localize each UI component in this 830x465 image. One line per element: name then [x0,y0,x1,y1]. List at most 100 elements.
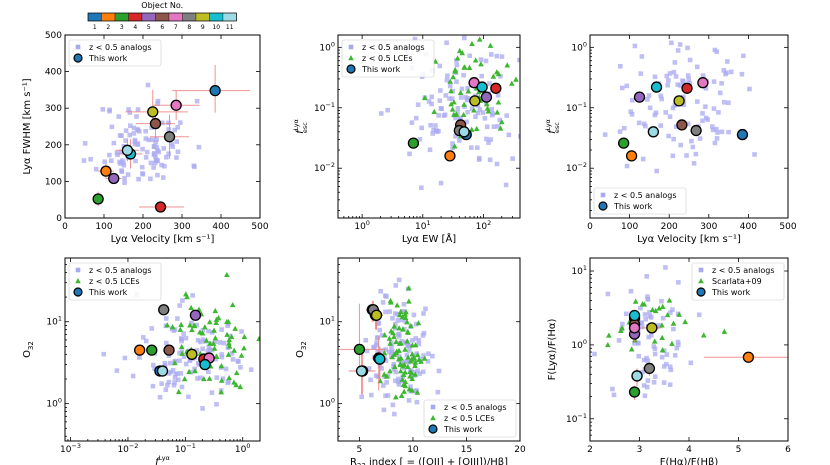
object-colorbar: Object No. 1 2 3 4 5 6 7 8 9 10 11 [87,1,237,31]
analog-point [178,336,184,341]
analog-point [214,402,219,407]
analog-point [619,85,625,91]
lce-point [405,328,411,334]
analog-point [177,358,182,364]
colorbar-swatch-11 [222,12,237,22]
analog-point [109,124,115,130]
object-5-point [633,91,646,103]
legend: z < 0.5 analogs Scarlata+09 This work [691,262,785,301]
lce-point [396,311,403,318]
analog-point [482,116,488,121]
lce-point [387,340,393,346]
analog-point [660,315,666,321]
legend-marker-lce [430,415,436,421]
analog-point [685,73,691,78]
lce-point [233,382,239,388]
analog-point [667,382,673,388]
analog-point [115,152,120,158]
analog-point [371,345,376,350]
analog-point [664,73,670,79]
analog-point [220,376,226,381]
analog-point [403,319,409,324]
analog-point [153,154,158,160]
object-6-point [676,119,688,131]
x-axis-label: Lyα EW [Å] [402,232,456,245]
plot-area [81,65,251,213]
y-axis-label: fLyαesc [544,119,561,134]
analog-point [703,86,709,91]
analog-point [641,357,647,363]
analog-point [661,380,667,385]
analog-point [183,335,189,341]
analog-point [649,332,654,338]
analog-point [669,40,674,46]
legend-marker-analogs [348,44,354,50]
lce-point [459,50,466,56]
analog-point [385,393,391,398]
analog-point [385,107,390,113]
analog-point [725,59,730,64]
legend-marker-this-work [73,53,83,63]
y-axis-label: Lyα FWHM [km s⁻¹] [22,78,33,174]
analog-point [610,386,615,392]
analog-point [618,63,623,69]
analog-point [644,355,649,361]
analog-point [678,142,684,148]
analog-point [675,48,681,53]
analog-point [489,112,495,118]
analog-point [143,136,149,141]
analog-point [160,175,166,180]
analog-point [143,155,149,160]
analog-point [175,149,181,155]
lce-point [175,388,182,395]
y-axis-label: F(Lyα)/F(Hα) [547,319,558,381]
analog-point [381,383,386,388]
y-tick-label: 100 [319,40,335,53]
analog-point [592,351,597,357]
lce-point [226,340,232,346]
analog-point [378,288,384,294]
analog-point [81,158,87,163]
lce-point [213,316,220,322]
analog-point [678,83,683,88]
analog-point [170,368,176,373]
analog-point [417,371,422,376]
colorbar-label: 4 [133,24,137,31]
legend-entry: z < 0.5 LCEs [362,54,413,63]
analog-point [668,310,673,315]
lce-point [682,318,688,325]
analog-point [148,176,153,182]
lce-point [659,334,665,340]
analog-point [219,352,224,357]
legend-entry: z < 0.5 analogs [712,266,775,275]
lce-point [461,64,467,70]
lce-point [383,373,390,379]
analog-point [196,144,202,150]
object-3-point [618,137,630,149]
analog-point [212,339,218,345]
legend-entry: z < 0.5 analogs [89,266,152,275]
lce-point [232,325,238,331]
legend-box [341,39,435,78]
analog-point [488,52,494,57]
lce-point [224,271,230,278]
object-4-point [490,82,502,94]
lce-point [412,362,418,368]
lce-point [649,306,656,313]
analog-point [711,79,717,84]
analog-point [366,366,372,371]
y-axis-label: O32 [22,341,35,358]
analog-point [671,69,677,75]
object-6-point [149,117,162,130]
analog-point [425,359,431,364]
x-axis-label: Lyα Velocity [km s⁻¹] [637,234,741,245]
object-2-point [625,150,638,162]
analog-point [480,110,486,115]
y-tick-label: 300 [45,104,62,114]
analog-point [455,106,461,111]
lce-point [218,362,225,369]
lce-point [659,347,666,353]
analog-point [417,137,423,142]
analog-point [175,125,180,130]
lce-point [415,320,422,326]
